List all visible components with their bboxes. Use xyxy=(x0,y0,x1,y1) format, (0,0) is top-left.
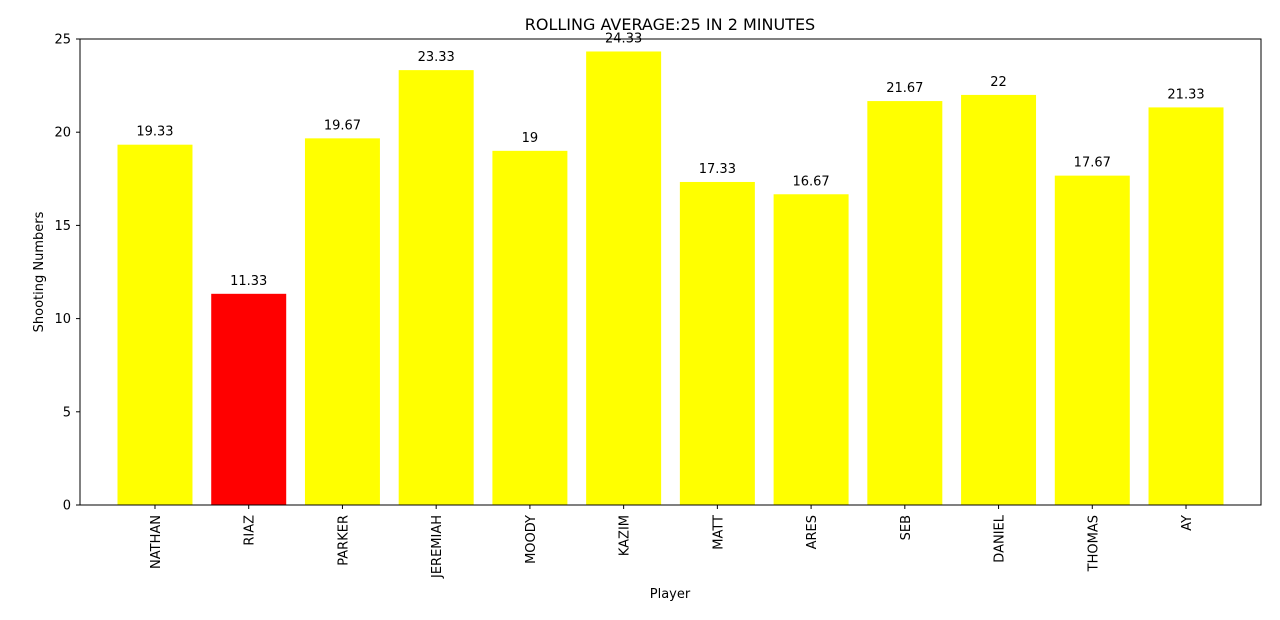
x-tick-label: THOMAS xyxy=(1086,515,1101,572)
x-tick-label: NATHAN xyxy=(149,515,164,569)
x-tick-label: PARKER xyxy=(336,515,351,566)
bar-value-label: 21.33 xyxy=(1167,87,1204,102)
bar xyxy=(398,70,474,506)
x-tick-label: MATT xyxy=(711,515,726,550)
x-tick-label: AY xyxy=(1180,515,1195,531)
x-tick-label: MOODY xyxy=(524,515,539,564)
bar-value-label: 23.33 xyxy=(418,50,455,65)
bar xyxy=(773,194,849,506)
bar-value-label: 19.33 xyxy=(136,125,173,140)
bar xyxy=(1054,175,1130,505)
bar-value-label: 11.33 xyxy=(230,274,267,289)
x-tick-label: RIAZ xyxy=(243,515,258,546)
y-tick-label: 20 xyxy=(54,126,71,141)
x-axis-label: Player xyxy=(650,587,691,602)
bar xyxy=(961,94,1037,506)
chart-title: ROLLING AVERAGE:25 IN 2 MINUTES xyxy=(525,15,815,34)
x-tick-label: JEREMIAH xyxy=(430,515,445,579)
bar-value-label: 16.67 xyxy=(792,174,829,189)
bar xyxy=(117,144,193,506)
plot-frame xyxy=(79,38,1262,506)
y-tick-label: 5 xyxy=(63,405,71,420)
bars-layer: 19.3311.3319.6723.331924.3317.3316.6721.… xyxy=(117,31,1224,506)
bar xyxy=(679,181,755,505)
bar-value-label: 21.67 xyxy=(886,81,923,96)
bar-value-label: 19 xyxy=(522,131,539,146)
bar-value-label: 17.67 xyxy=(1074,156,1111,171)
y-axis: 0 5 10 15 20 25 xyxy=(54,33,80,514)
x-axis: NATHAN RIAZ PARKER JEREMIAH MOODY KAZIM MATT AR… xyxy=(149,505,1195,579)
x-tick-label: SEB xyxy=(899,515,914,540)
bar-value-label: 17.33 xyxy=(699,162,736,177)
bar xyxy=(867,101,943,505)
y-tick-label: 15 xyxy=(54,219,71,234)
bar xyxy=(492,150,568,505)
bar xyxy=(586,51,662,505)
bar xyxy=(304,138,380,505)
y-tick-label: 25 xyxy=(54,33,71,48)
x-tick-label: KAZIM xyxy=(618,515,633,556)
y-axis-label: Shooting Numbers xyxy=(32,211,47,332)
x-tick-label: ARES xyxy=(805,515,820,549)
x-tick-label: DANIEL xyxy=(993,514,1008,562)
y-tick-label: 10 xyxy=(54,312,71,327)
y-tick-label: 0 xyxy=(63,499,71,514)
bar-value-label: 22 xyxy=(990,75,1007,90)
bar-value-label: 19.67 xyxy=(324,118,361,133)
bar xyxy=(211,293,287,505)
bar xyxy=(1148,107,1224,505)
